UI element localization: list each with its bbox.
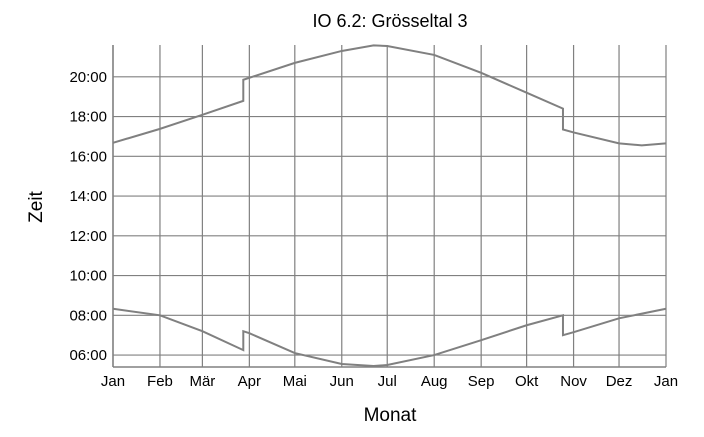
x-tick-label: Nov xyxy=(560,373,587,390)
line xyxy=(112,307,667,368)
x-tick-label: Dez xyxy=(606,373,633,390)
y-tick-label: 14:00 xyxy=(69,188,107,205)
x-tick-label: Aug xyxy=(421,373,448,390)
x-tick-label: Sep xyxy=(468,373,495,390)
y-axis-label: Zeit xyxy=(26,190,47,222)
x-tick-label: Jun xyxy=(330,373,354,390)
x-tick-label: Jan xyxy=(654,373,678,390)
chart-title: IO 6.2: Grösseltal 3 xyxy=(312,11,467,31)
x-tick-label: Jan xyxy=(101,373,125,390)
y-tick-label: 08:00 xyxy=(69,307,107,324)
y-tick-label: 06:00 xyxy=(69,347,107,364)
x-tick-label: Mär xyxy=(189,373,215,390)
y-tick-label: 12:00 xyxy=(69,228,107,245)
y-tick-label: 16:00 xyxy=(69,148,107,165)
y-tick-label: 20:00 xyxy=(69,69,107,86)
y-tick-label: 10:00 xyxy=(69,268,107,285)
x-tick-label: Mai xyxy=(283,373,307,390)
x-axis-label: Monat xyxy=(364,405,418,426)
x-tick-label: Feb xyxy=(147,373,173,390)
x-tick-label: Okt xyxy=(515,373,539,390)
line xyxy=(112,44,667,147)
x-tick-label: Apr xyxy=(238,373,261,390)
x-tick-label: Jul xyxy=(378,373,397,390)
y-tick-label: 18:00 xyxy=(69,109,107,126)
